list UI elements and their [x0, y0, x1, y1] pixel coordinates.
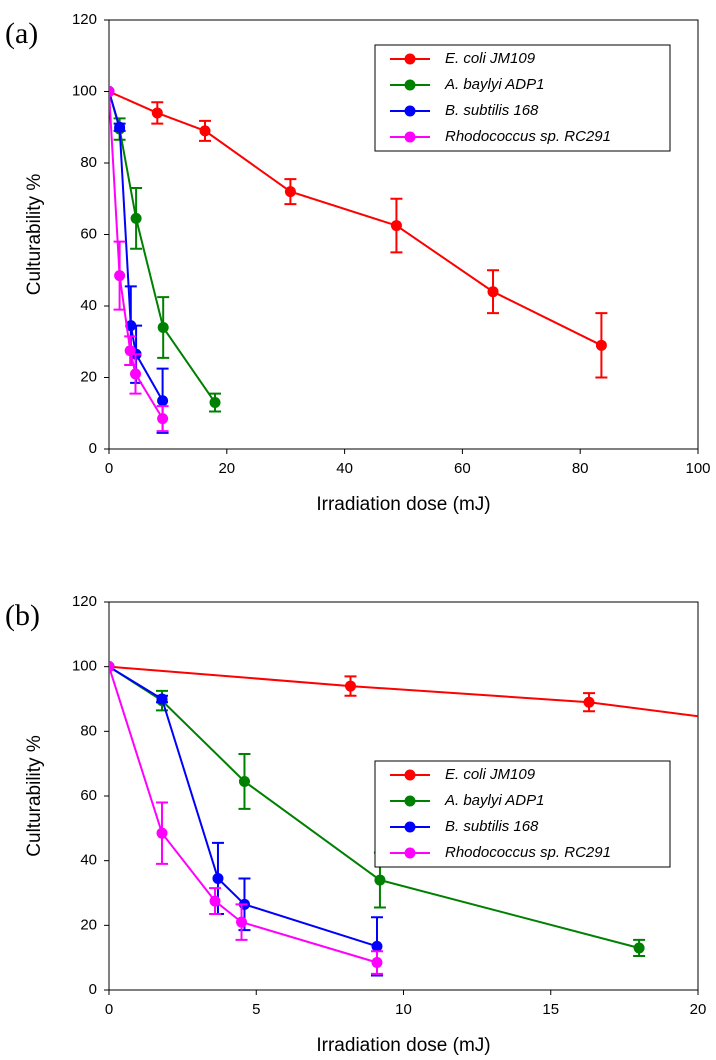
legend-marker — [404, 105, 416, 117]
marker — [109, 661, 115, 673]
x-tick-label: 0 — [105, 1001, 113, 1018]
y-tick-label: 20 — [80, 916, 97, 933]
marker — [212, 872, 224, 884]
legend-marker — [404, 795, 416, 807]
marker — [199, 125, 211, 137]
chart-panel: (b) Culturability % Irradiation dose (mJ) 0… — [5, 593, 707, 1056]
marker — [209, 895, 221, 907]
panel-label: (a) — [5, 17, 38, 50]
x-tick-label: 5 — [252, 1001, 260, 1018]
marker — [583, 696, 595, 708]
plot-frame — [108, 601, 699, 991]
plot-area — [109, 86, 608, 434]
marker — [209, 397, 221, 409]
chart-panel: (a) Culturability % Irradiation dose (mJ) 0… — [5, 11, 711, 515]
y-tick-label: 0 — [89, 440, 97, 457]
x-tick-label: 80 — [572, 460, 589, 477]
marker — [238, 775, 250, 787]
y-axis-label: Culturability % — [24, 735, 45, 857]
x-tick-label: 60 — [454, 460, 471, 477]
legend-marker — [404, 79, 416, 91]
marker — [157, 321, 169, 333]
marker — [156, 827, 168, 839]
plot-area — [109, 661, 698, 977]
legend-marker — [404, 847, 416, 859]
legend-marker — [404, 131, 416, 143]
legend-label: E. coli JM109 — [445, 50, 536, 67]
marker — [390, 220, 402, 232]
legend-label: A. baylyi ADP1 — [444, 76, 545, 93]
marker — [130, 368, 142, 380]
legend-box — [374, 44, 671, 152]
y-axis-label: Culturability % — [24, 174, 45, 296]
marker — [157, 413, 169, 425]
x-tick-label: 15 — [542, 1001, 559, 1018]
y-tick-label: 40 — [80, 297, 97, 314]
marker — [595, 339, 607, 351]
x-tick-label: 10 — [395, 1001, 412, 1018]
marker — [130, 212, 142, 224]
y-tick-label: 60 — [80, 787, 97, 804]
plot-frame — [108, 19, 699, 450]
legend-marker — [404, 821, 416, 833]
y-tick-label: 120 — [72, 11, 97, 28]
x-axis-label: Irradiation dose (mJ) — [316, 494, 490, 515]
series-line — [109, 91, 216, 404]
legend-marker — [404, 769, 416, 781]
marker — [151, 107, 163, 119]
legend-label: Rhodococcus sp. RC291 — [445, 128, 611, 145]
x-axis-label: Irradiation dose (mJ) — [316, 1035, 490, 1056]
y-tick-label: 100 — [72, 658, 97, 675]
x-tick-label: 100 — [685, 460, 710, 477]
marker — [344, 680, 356, 692]
y-tick-label: 60 — [80, 225, 97, 242]
marker — [284, 186, 296, 198]
y-tick-label: 100 — [72, 82, 97, 99]
y-tick-label: 120 — [72, 593, 97, 610]
legend-label: A. baylyi ADP1 — [444, 792, 545, 809]
marker — [157, 395, 169, 407]
legend-box — [374, 760, 671, 868]
marker — [371, 957, 383, 969]
marker — [374, 874, 386, 886]
x-tick-label: 20 — [690, 1001, 707, 1018]
x-tick-label: 0 — [105, 460, 113, 477]
legend-label: Rhodococcus sp. RC291 — [445, 844, 611, 861]
panel-label: (b) — [5, 599, 40, 632]
y-tick-label: 0 — [89, 981, 97, 998]
marker — [114, 270, 126, 282]
legend-label: E. coli JM109 — [445, 766, 536, 783]
y-tick-label: 80 — [80, 722, 97, 739]
legend-label: B. subtilis 168 — [445, 102, 539, 119]
marker — [633, 942, 645, 954]
legend-label: B. subtilis 168 — [445, 818, 539, 835]
legend-marker — [404, 53, 416, 65]
marker — [487, 286, 499, 298]
y-tick-label: 80 — [80, 154, 97, 171]
marker — [156, 693, 168, 705]
y-tick-label: 40 — [80, 852, 97, 869]
legend: E. coli JM109 A. baylyi ADP1 B. subtilis 1… — [374, 760, 671, 868]
marker — [236, 916, 248, 928]
x-tick-label: 40 — [336, 460, 353, 477]
legend: E. coli JM109 A. baylyi ADP1 B. subtilis 1… — [374, 44, 671, 152]
marker — [371, 940, 383, 952]
x-tick-label: 20 — [218, 460, 235, 477]
marker — [114, 121, 126, 133]
marker — [109, 86, 115, 97]
y-tick-label: 20 — [80, 368, 97, 385]
